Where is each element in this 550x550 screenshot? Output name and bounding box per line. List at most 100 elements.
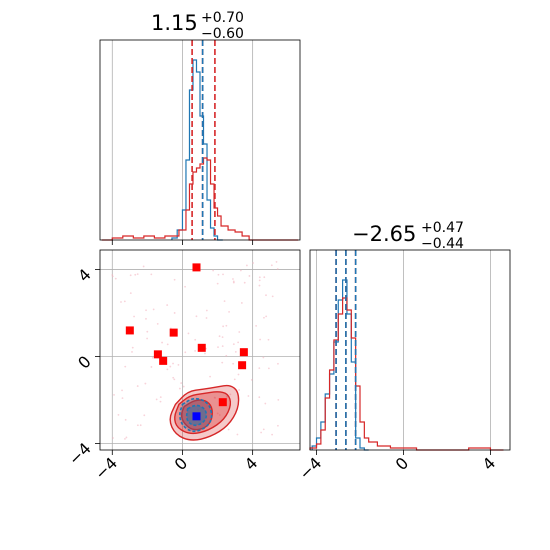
joint-sample-point (233, 378, 236, 381)
joint-sample-point (258, 276, 261, 279)
joint-sample-point (238, 331, 241, 333)
joint-sample-point (161, 341, 163, 344)
joint-sample-point (204, 352, 206, 355)
joint-sample-point (222, 273, 224, 276)
joint-sample-point (217, 273, 220, 276)
joint-sample-point (277, 362, 279, 365)
joint-sample-point (275, 261, 278, 263)
joint-sample-point (180, 382, 183, 384)
joint-sample-point (223, 300, 226, 302)
joint-red-square-marker (239, 348, 248, 357)
joint-sample-point (194, 350, 197, 352)
joint-sample-point (222, 325, 225, 328)
joint-sample-point (255, 325, 258, 327)
joint-sample-point (267, 338, 270, 341)
joint-panel: −4 0 4 −4 0 4 (65, 249, 301, 484)
joint-sample-point (232, 362, 235, 365)
joint-sample-point (139, 424, 142, 427)
joint-sample-point (264, 402, 267, 405)
joint-sample-point (217, 346, 219, 349)
joint-sample-point (225, 354, 228, 357)
joint-sample-point (232, 280, 235, 283)
joint-sample-point (129, 292, 132, 295)
joint-y-tick-label: −4 (65, 439, 95, 469)
marginal-x-frame (99, 39, 301, 241)
marginal-y-title-minus: −0.44 (421, 236, 464, 252)
joint-sample-point (155, 398, 158, 401)
joint-sample-point (225, 395, 228, 398)
joint-sample-point (121, 397, 124, 400)
joint-grid (100, 250, 300, 450)
joint-sample-point (143, 414, 146, 417)
joint-sample-point (263, 276, 266, 279)
joint-sample-point (194, 338, 197, 341)
joint-sample-point (169, 365, 172, 368)
joint-sample-point (112, 437, 114, 439)
marginal-y-title-plus: +0.47 (421, 220, 464, 236)
joint-sample-point (209, 375, 211, 378)
joint-sample-point (221, 361, 224, 364)
marginal-y-hist-blue (311, 279, 369, 451)
joint-sample-point (258, 367, 261, 370)
marginal-y-ticks: −4 0 4 (295, 450, 499, 484)
joint-sample-point (277, 399, 280, 401)
joint-sample-point (146, 330, 149, 333)
joint-sample-point (150, 366, 153, 368)
joint-sample-point (129, 274, 132, 277)
marginal-x-title-median: 1.15 (151, 11, 198, 35)
joint-x-tick-label: 4 (241, 453, 262, 474)
joint-sample-point (123, 300, 126, 303)
joint-sample-point (225, 324, 228, 327)
joint-sample-point (239, 269, 242, 272)
joint-sample-point (142, 265, 145, 268)
joint-sample-point (177, 363, 180, 366)
joint-sample-point (277, 424, 279, 427)
joint-sample-point (259, 338, 262, 341)
joint-sample-point (182, 385, 185, 388)
joint-sample-point (113, 393, 115, 396)
joint-sample-point (243, 281, 246, 284)
joint-ticks: −4 0 4 −4 0 4 (65, 265, 262, 484)
joint-sample-point (124, 437, 126, 440)
marginal-y-title-median: −2.65 (352, 222, 416, 246)
joint-sample-point (218, 414, 221, 416)
joint-sample-point (228, 310, 230, 313)
joint-sample-point (218, 335, 221, 338)
joint-sample-point (111, 275, 114, 278)
joint-sample-point (216, 412, 219, 415)
joint-sample-point (121, 389, 123, 392)
joint-sample-point (125, 436, 128, 439)
marginal-y-hist-red (309, 297, 504, 451)
joint-sample-point (152, 308, 155, 311)
marginal-y-frame (309, 249, 511, 451)
joint-sample-point (265, 315, 268, 318)
joint-sample-point (136, 273, 139, 276)
joint-sample-point (159, 396, 162, 399)
joint-sample-point (173, 312, 176, 314)
joint-red-square-marker (197, 343, 206, 352)
joint-sample-point (258, 396, 261, 399)
joint-sample-point (238, 389, 241, 391)
marginal-y-x-tick-label: 0 (392, 453, 413, 474)
joint-sample-point (212, 269, 215, 272)
joint-sample-point (166, 304, 169, 306)
marginal-x-hist-blue (171, 59, 223, 241)
joint-sample-point (221, 336, 224, 339)
joint-sample-point (252, 262, 255, 264)
joint-sample-point (262, 428, 265, 431)
joint-sample-point (263, 316, 265, 319)
joint-sample-point (156, 322, 159, 325)
marginal-x-quantile-lines (191, 40, 216, 240)
joint-sample-point (276, 268, 279, 270)
joint-red-square-marker (218, 398, 227, 407)
joint-x-tick-label: 0 (171, 453, 192, 474)
joint-sample-point (227, 428, 230, 431)
joint-sample-point (258, 279, 261, 282)
marginal-x-title-plus: +0.70 (201, 10, 244, 26)
joint-sample-point (205, 309, 208, 312)
joint-sample-point (178, 387, 181, 390)
joint-sample-point (237, 341, 240, 344)
joint-sample-point (258, 284, 261, 287)
marginal-y-panel: −4 0 4 −2.65 +0.47 −0.44 (295, 220, 511, 484)
marginal-x-title-minus: −0.60 (201, 26, 244, 42)
